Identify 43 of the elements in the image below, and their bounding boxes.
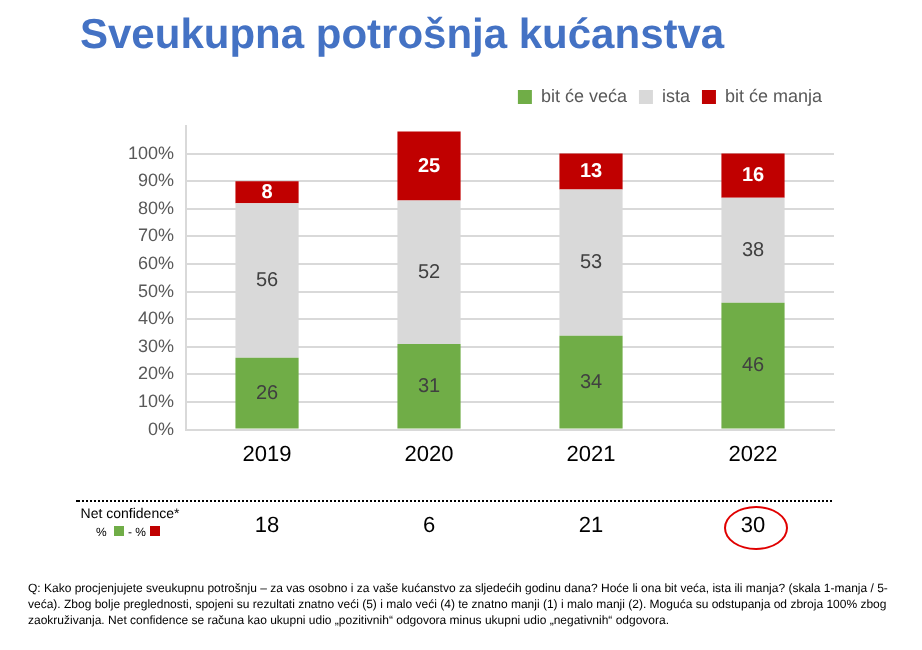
y-tick-label: 0%	[148, 418, 175, 439]
text: 30	[738, 514, 768, 538]
bar	[235, 357, 299, 429]
chart-title: Sveukupna potrošnja kućanstva	[80, 12, 725, 60]
x-tick-label: 2019	[242, 442, 292, 467]
y-tick-label: 20%	[138, 363, 175, 384]
y-tick-label: 10%	[138, 390, 175, 411]
y-tick-label: 30%	[138, 335, 175, 356]
legend-label: ista	[661, 85, 690, 106]
y-tick-label: 80%	[138, 197, 175, 218]
data-label: 8	[261, 181, 274, 204]
data-label: 38	[741, 239, 765, 262]
bar	[721, 153, 785, 198]
bar	[235, 181, 299, 204]
x-tick-label: 2021	[566, 442, 616, 467]
data-label: 52	[417, 261, 442, 284]
text: 21	[576, 514, 606, 538]
x-tick-label: 2022	[728, 442, 778, 467]
y-tick-label: 90%	[138, 170, 175, 191]
y-tick-label: 60%	[138, 252, 175, 273]
data-label: 16	[741, 165, 765, 188]
legend-label: bit će manja	[724, 85, 823, 106]
text: 18	[252, 514, 282, 538]
data-label: 25	[417, 155, 442, 178]
bar	[397, 344, 461, 429]
bar	[397, 131, 461, 201]
y-tick-label: 40%	[138, 308, 175, 329]
text: 6	[420, 514, 438, 538]
y-tick-label: 50%	[138, 280, 175, 301]
y-tick-label: 70%	[138, 225, 175, 246]
data-label: 13	[579, 161, 604, 184]
bar	[559, 335, 623, 429]
data-label: 31	[417, 375, 442, 398]
data-label: 34	[579, 371, 604, 394]
x-tick-label: 2020	[404, 442, 454, 467]
legend-label: bit će veća	[540, 85, 627, 106]
data-label: 26	[255, 382, 280, 405]
data-label: 53	[579, 252, 604, 275]
data-label: 46	[741, 355, 765, 378]
data-label: 56	[255, 270, 280, 293]
bar	[559, 153, 623, 190]
y-tick-label: 100%	[127, 142, 175, 163]
bar	[721, 302, 785, 429]
